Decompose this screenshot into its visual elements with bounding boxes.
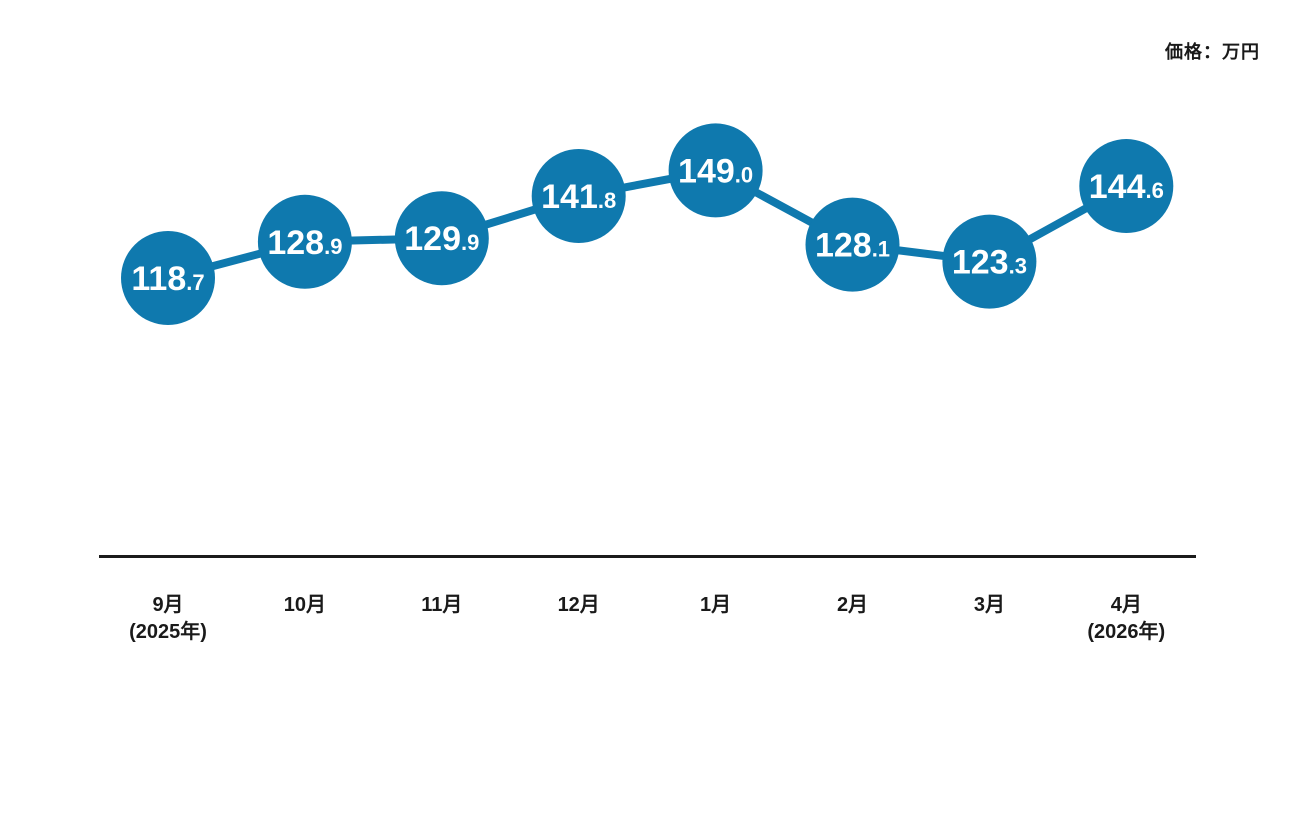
data-point-value: 128.1 [815,227,890,265]
data-point-marker [531,148,626,243]
data-point-marker [1079,139,1174,234]
x-tick-label: 4月 [1111,594,1142,616]
data-point-marker [121,231,215,325]
data-point-value: 141.8 [541,178,616,216]
x-tick-year-label: (2026年) [1087,619,1165,643]
x-tick-label: 11月 [421,594,462,616]
data-point-marker [394,191,489,286]
data-point-value: 128.9 [267,224,342,262]
data-point-value: 118.7 [131,260,204,298]
x-tick-label: 2月 [837,594,868,616]
data-point-marker [257,194,352,289]
data-point-value: 149.0 [678,152,753,190]
x-tick-label: 3月 [974,594,1005,616]
data-point-value: 144.6 [1089,168,1164,206]
x-tick-label: 12月 [558,594,600,616]
x-tick-label: 9月 [152,594,183,616]
data-point-marker [942,214,1037,309]
x-tick-label: 10月 [284,594,326,616]
x-tick-year-label: (2025年) [129,619,207,643]
unit-label: 価格：万円 [1165,42,1260,62]
data-point-value: 129.9 [404,220,479,258]
data-point-value: 123.3 [952,244,1027,282]
data-point-marker [805,197,900,292]
data-point-marker [668,123,763,218]
x-tick-label: 1月 [700,594,731,616]
